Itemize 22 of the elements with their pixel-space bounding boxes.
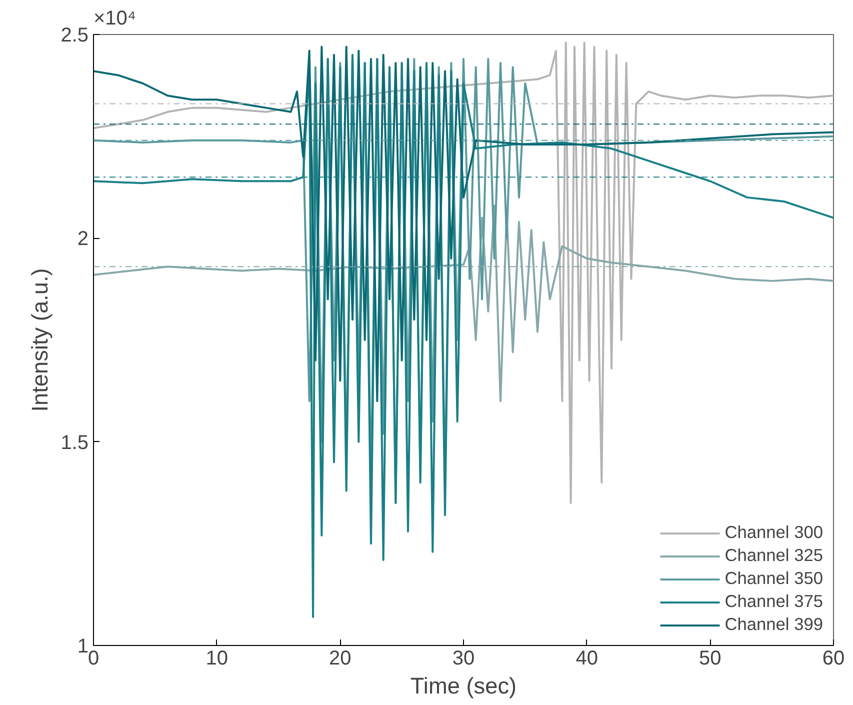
legend-label: Channel 300 <box>724 522 823 543</box>
y-tick-label: 2 <box>77 228 88 250</box>
x-tick-label: 60 <box>822 648 845 670</box>
line-series <box>94 46 834 402</box>
legend-label: Channel 399 <box>724 614 823 635</box>
legend-label: Channel 375 <box>724 591 823 612</box>
y-tick-label: 1 <box>77 636 88 658</box>
x-tick-label: 30 <box>452 648 475 670</box>
line-series <box>94 54 834 618</box>
y-tick-label: 1.5 <box>60 432 89 454</box>
x-tick-label: 10 <box>206 648 228 670</box>
legend-label: Channel 350 <box>724 568 823 589</box>
x-axis-title: Time (sec) <box>410 672 517 698</box>
y-axis-title: Intensity (a.u.) <box>26 268 53 412</box>
x-tick-label: 50 <box>699 648 722 670</box>
x-tick-label: 40 <box>576 648 598 670</box>
text: ×10⁴ <box>94 8 136 30</box>
x-tick-label: 0 <box>88 648 100 670</box>
x-tick-label: 20 <box>329 648 352 670</box>
y-tick-label: 2.5 <box>60 24 89 46</box>
legend-label: Channel 325 <box>724 545 823 566</box>
line-series <box>94 204 834 402</box>
